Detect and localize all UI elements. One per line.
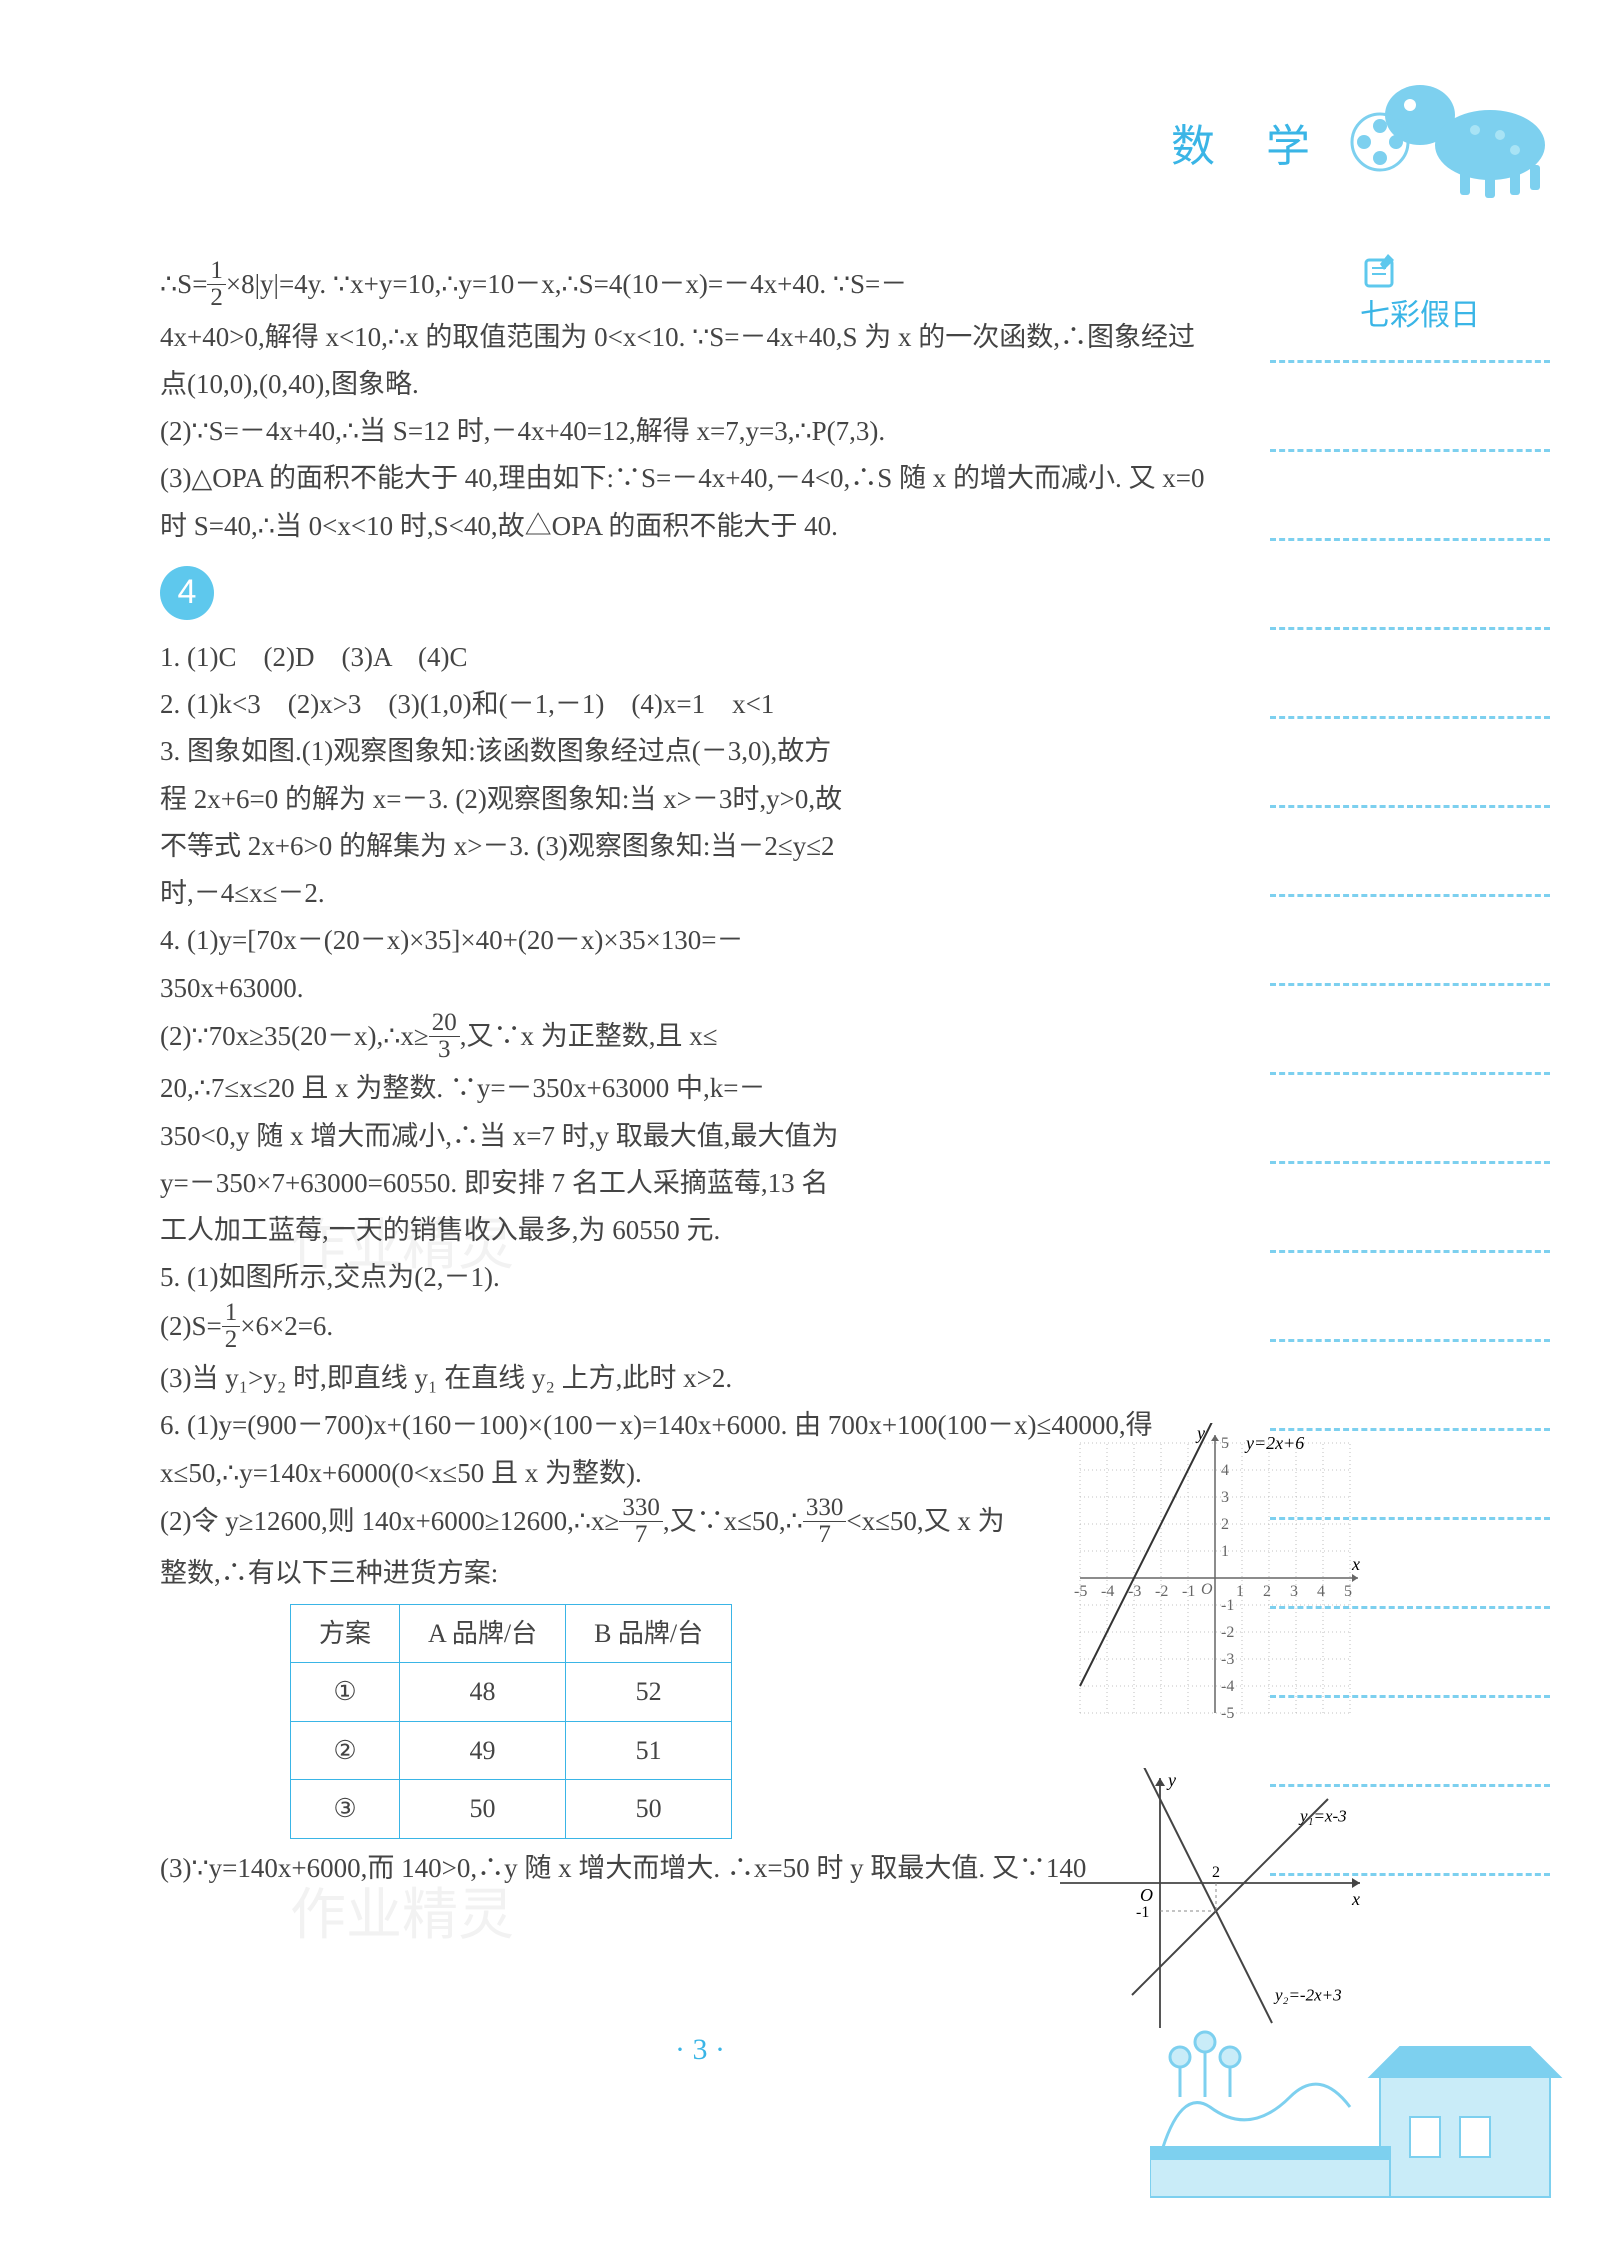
svg-text:-5: -5	[1221, 1705, 1234, 1722]
text-line: ∴S=12×8|y|=4y. ∵x+y=10,∴y=10－x,∴S=4(10－x…	[160, 260, 1210, 314]
subject-label: 数 学	[1171, 110, 1330, 174]
footer-ornament	[1150, 2007, 1570, 2227]
svg-text:y₂=-2x+3: y₂=-2x+3	[1273, 1986, 1342, 2005]
answer-q6b: (2)令 y≥12600,则 140x+6000≥12600,∴x≥3307,又…	[160, 1497, 1210, 1551]
section-badge-4: 4	[160, 566, 214, 620]
answer-q5c: (3)当 y₁>y₂ 时,即直线 y₁ 在直线 y₂ 上方,此时 x>2.	[160, 1355, 1210, 1402]
main-content: ∴S=12×8|y|=4y. ∵x+y=10,∴y=10－x,∴S=4(10－x…	[160, 260, 1210, 1892]
svg-text:y: y	[1195, 1423, 1205, 1443]
svg-text:1: 1	[1236, 1583, 1244, 1600]
svg-text:2: 2	[1212, 1864, 1220, 1881]
answer-q6c: 整数,∴有以下三种进货方案:	[160, 1550, 1210, 1597]
svg-text:-1: -1	[1182, 1583, 1195, 1600]
answer-q1: 1. (1)C (2)D (3)A (4)C	[160, 634, 1210, 681]
table-header-row: 方案 A 品牌/台 B 品牌/台	[291, 1604, 732, 1663]
table-header: B 品牌/台	[566, 1604, 732, 1663]
purchase-plan-table: 方案 A 品牌/台 B 品牌/台 ① 48 52 ② 49 51 ③ 50 50	[290, 1604, 732, 1839]
svg-text:O: O	[1201, 1581, 1213, 1598]
page-header: 数 学	[1171, 110, 1410, 174]
answer-q3: 3. 图象如图.(1)观察图象知:该函数图象经过点(－3,0),故方程 2x+6…	[160, 728, 850, 917]
svg-text:3: 3	[1221, 1489, 1229, 1506]
table-row: ③ 50 50	[291, 1780, 732, 1839]
text-line: (2)∵S=－4x+40,∴当 S=12 时,－4x+40=12,解得 x=7,…	[160, 408, 1210, 455]
svg-text:-2: -2	[1221, 1624, 1234, 1641]
flower-icon	[1350, 112, 1410, 172]
answer-q5a: 5. (1)如图所示,交点为(2,－1).	[160, 1254, 850, 1301]
chart-linear-2x-plus-6: -5-4-3-2-1O12345-5-4-3-2-112345xyy=2x+6	[1060, 1423, 1370, 1733]
answer-q4a: 4. (1)y=[70x－(20－x)×35]×40+(20－x)×35×130…	[160, 917, 850, 1012]
svg-text:y=2x+6: y=2x+6	[1244, 1433, 1304, 1453]
svg-text:-4: -4	[1221, 1678, 1234, 1695]
answer-q4c: 20,∴7≤x≤20 且 x 为整数. ∵y=－350x+63000 中,k=－…	[160, 1065, 850, 1254]
svg-text:-3: -3	[1221, 1651, 1234, 1668]
chart-two-lines: Ox y 2 -1 y₁=x-3 y₂=-2x+3	[1050, 1768, 1370, 2038]
svg-text:4: 4	[1221, 1462, 1229, 1479]
svg-text:2: 2	[1263, 1583, 1271, 1600]
svg-text:-2: -2	[1155, 1583, 1168, 1600]
svg-text:-1: -1	[1136, 1904, 1149, 1921]
svg-text:O: O	[1140, 1885, 1153, 1905]
table-header: 方案	[291, 1604, 400, 1663]
note-icon	[1360, 250, 1400, 290]
table-header: A 品牌/台	[400, 1604, 566, 1663]
svg-text:y: y	[1166, 1770, 1176, 1790]
text-line: (3)△OPA 的面积不能大于 40,理由如下:∵S=－4x+40,－4<0,∴…	[160, 455, 1210, 550]
svg-text:x: x	[1351, 1554, 1360, 1574]
table-row: ① 48 52	[291, 1663, 732, 1722]
text-line: 4x+40>0,解得 x<10,∴x 的取值范围为 0<x<10. ∵S=－4x…	[160, 314, 1210, 409]
svg-text:5: 5	[1221, 1435, 1229, 1452]
svg-text:-4: -4	[1101, 1583, 1114, 1600]
answer-q2: 2. (1)k<3 (2)x>3 (3)(1,0)和(－1,－1) (4)x=1…	[160, 681, 1210, 728]
svg-text:x: x	[1351, 1889, 1360, 1909]
svg-text:-5: -5	[1074, 1583, 1087, 1600]
svg-text:3: 3	[1290, 1583, 1298, 1600]
svg-text:y₁=x-3: y₁=x-3	[1298, 1807, 1347, 1826]
svg-text:-1: -1	[1221, 1597, 1234, 1614]
answer-q4b: (2)∵70x≥35(20－x),∴x≥203,又∵x 为正整数,且 x≤	[160, 1012, 850, 1066]
svg-text:5: 5	[1344, 1583, 1352, 1600]
svg-text:2: 2	[1221, 1516, 1229, 1533]
table-row: ② 49 51	[291, 1721, 732, 1780]
svg-text:1: 1	[1221, 1543, 1229, 1560]
svg-text:4: 4	[1317, 1583, 1325, 1600]
side-label: 七彩假日	[1360, 290, 1480, 334]
answer-q5b: (2)S=12×6×2=6.	[160, 1302, 850, 1356]
answer-q6a: 6. (1)y=(900－700)x+(160－100)×(100－x)=140…	[160, 1402, 1210, 1497]
